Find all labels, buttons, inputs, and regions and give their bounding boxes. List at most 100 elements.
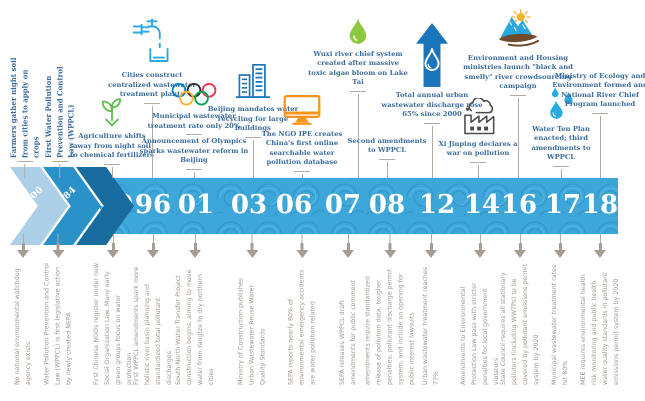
connector-line [599, 234, 601, 243]
event-note: First Chinese NGOs register under new So… [92, 263, 134, 385]
event-14-above: Xi Jinping declares a war on pollution [433, 97, 523, 178]
tick-bar [245, 137, 261, 138]
event-12-above: Total annual urban wastewater discharge … [378, 23, 486, 178]
event-label: Environment and Housing ministries launc… [463, 53, 573, 91]
event-note: Municipal wastewater treatment rates hit… [550, 264, 569, 385]
tick-bar [424, 123, 440, 124]
connector-line [251, 234, 253, 243]
connector-line [24, 164, 26, 178]
down-arrow-icon [558, 243, 562, 250]
connector-line [22, 234, 24, 243]
down-arrow-icon [147, 250, 159, 258]
monitor-icon [283, 94, 321, 125]
tick-bar [104, 164, 120, 165]
down-arrow-icon [295, 250, 308, 258]
factory-icon [464, 97, 495, 135]
year-label-06: 06 [275, 190, 313, 220]
event-08-above: Second amendments to WPPCL [345, 135, 429, 178]
event-note: SEPA reports nearly 80% of environmental… [287, 269, 317, 385]
event-96-above: Cities construct centralized wastewater … [100, 17, 204, 178]
wave-texture [100, 178, 618, 234]
water-drop-icon [349, 17, 367, 44]
event-90-above: Agriculture shifts away from night soil … [69, 96, 155, 178]
year-label-14: 14 [463, 190, 501, 220]
tick-bar [510, 95, 526, 96]
event-12-below: Urban wastewater treatment reaches 77% [420, 234, 442, 385]
event-07-above: Wuxi river chief system created after ma… [308, 16, 408, 178]
event-01-above: Municipal wastewater treatment rate only… [139, 82, 249, 178]
year-label-18: 18 [581, 190, 619, 220]
down-arrow-icon [514, 250, 526, 258]
connector-line [559, 234, 561, 243]
event-label: Cities construct centralized wastewater … [108, 71, 196, 99]
down-arrow-icon [300, 243, 304, 250]
seedling-icon [101, 98, 122, 127]
event-label: Wuxi river chief system created after ma… [308, 49, 408, 87]
down-arrow-icon [193, 243, 197, 250]
event-note: South-North Water Transfer Project const… [174, 269, 216, 385]
event-07-below: SEPA releases WPPCL draft amendments for… [337, 234, 359, 385]
timeline-band [100, 178, 618, 234]
tick-bar [379, 159, 395, 160]
connector-line [301, 234, 303, 243]
event-18-above: Ministry of Ecology and Environment form… [552, 70, 645, 178]
connector-line [477, 165, 479, 178]
connector-line [112, 234, 114, 243]
down-arrow-icon [189, 250, 201, 258]
buildings-icon [236, 64, 270, 99]
connector-line [57, 234, 59, 243]
connector-line [357, 94, 359, 178]
connector-line [347, 234, 349, 243]
tick-bar [470, 162, 486, 163]
year-label-96: 96 [134, 190, 172, 220]
event-14-below: Amendments to Environmental Protection L… [458, 234, 502, 385]
down-arrow-icon [107, 250, 119, 258]
event-note: SEPA releases WPPCL draft amendments for… [338, 279, 357, 385]
connector-line [151, 106, 153, 178]
event-label: Municipal wastewater treatment rate only… [147, 112, 241, 130]
down-arrow-icon [518, 243, 522, 250]
down-arrow-icon [151, 243, 155, 250]
event-96-below: First WPPCL amendments spark more holist… [131, 234, 175, 385]
down-arrow-icon [474, 250, 486, 258]
event-label: Farmers gather night soil from cities to… [9, 57, 41, 158]
event-90-below: First Chinese NGOs register under new So… [91, 234, 135, 385]
down-arrow-icon [425, 250, 437, 258]
down-arrow-icon [346, 243, 350, 250]
connector-line [193, 172, 195, 178]
down-arrow-icon [383, 250, 396, 258]
tick-bar [52, 161, 68, 162]
down-arrow-icon [51, 250, 64, 258]
down-arrow-icon [245, 250, 258, 258]
event-06-below: SEPA reports nearly 80% of environmental… [285, 234, 318, 385]
connector-line [519, 234, 521, 243]
event-label: Water Ten Plan enacted; third amendments… [531, 124, 591, 162]
year-label-01: 01 [177, 190, 215, 220]
tick-bar [17, 161, 33, 162]
down-arrow-icon [429, 243, 433, 250]
event-16-above: Environment and Housing ministries launc… [462, 8, 574, 178]
tick-bar [144, 103, 160, 104]
down-arrow-icon [478, 243, 482, 250]
down-arrow-icon [554, 250, 566, 258]
event-label: Agriculture shifts away from night soil … [69, 132, 154, 160]
year-label-17: 17 [544, 190, 582, 220]
connector-line [517, 98, 519, 178]
connector-line [386, 162, 388, 178]
mountain-river-icon [498, 9, 540, 47]
down-arrow-icon [594, 250, 606, 258]
event-note: MEE requires environmental health risk m… [579, 272, 621, 385]
event-note: Ministry of Construction publishes Urban… [237, 277, 267, 385]
connector-line [252, 140, 254, 178]
event-17-below: Municipal wastewater treatment rates hit… [549, 234, 571, 385]
event-note: First WPPCL amendments spark more holist… [132, 266, 174, 385]
event-label: Ministry of Ecology and Environment form… [552, 71, 645, 109]
event-17-above: Water Ten Plan enacted; third amendments… [517, 85, 605, 178]
connector-line [560, 169, 562, 178]
connector-line [389, 234, 391, 243]
down-arrow-icon [17, 250, 29, 258]
down-arrow-icon [388, 243, 392, 250]
event-1900-below: No national environmental watchdog agenc… [12, 234, 34, 385]
tick-bar [294, 171, 310, 172]
